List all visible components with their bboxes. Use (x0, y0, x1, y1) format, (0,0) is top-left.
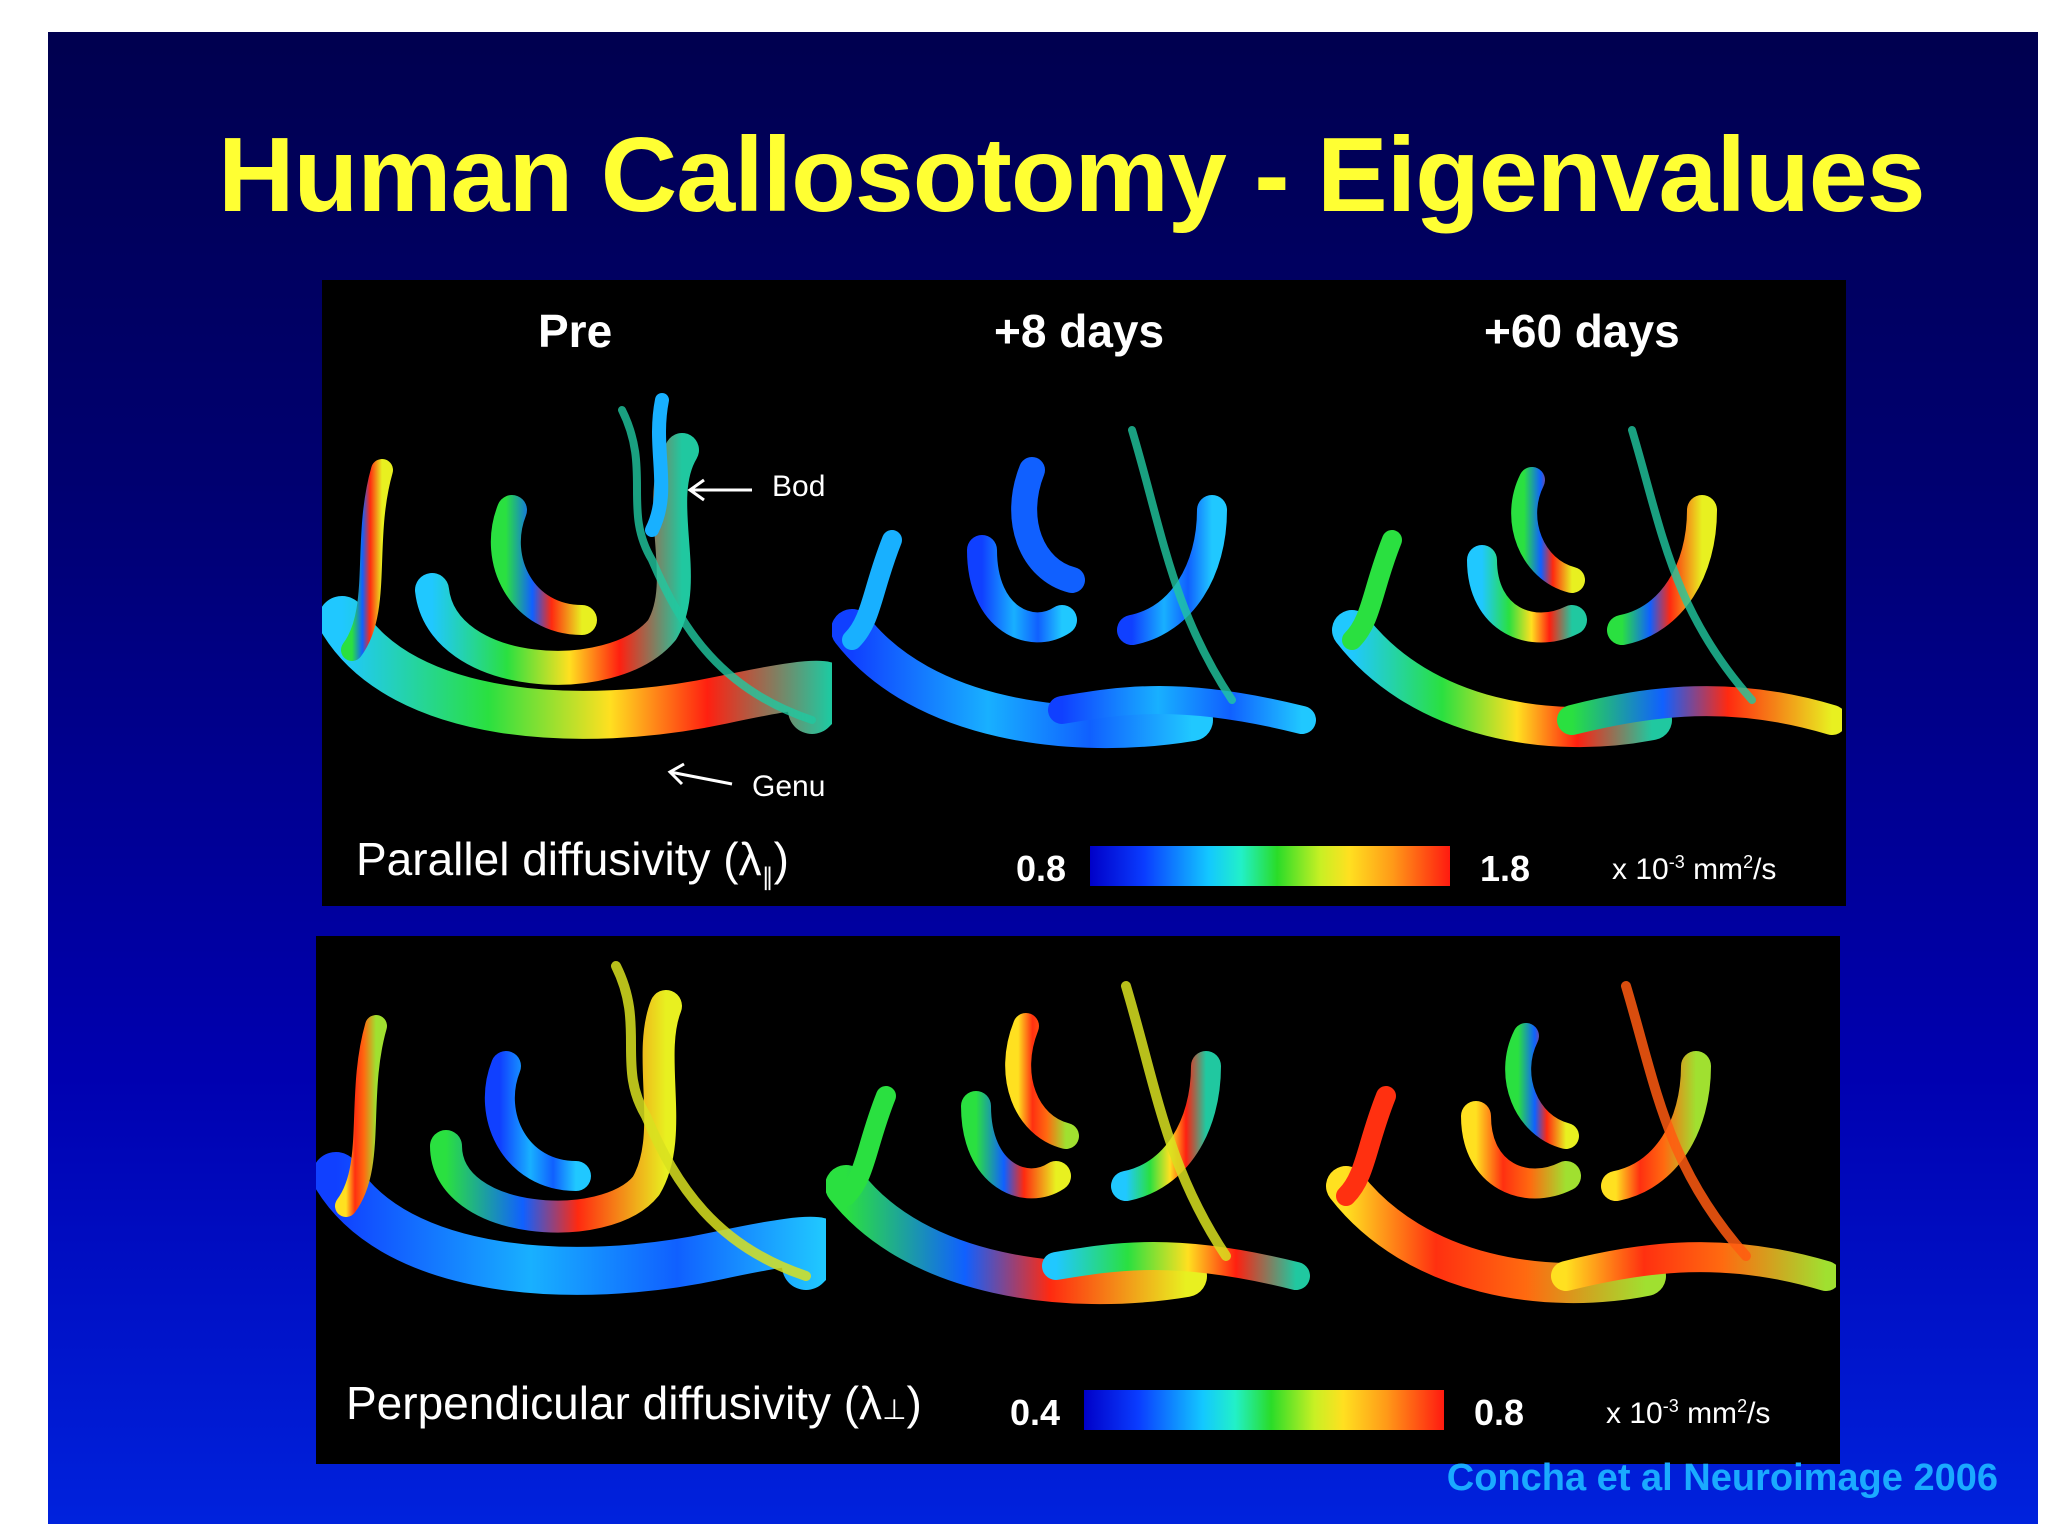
annotation-genu: Genu (752, 770, 826, 803)
scale-min-parallel: 0.8 (1016, 848, 1067, 889)
tractography-60-days-perpendicular (1326, 981, 1836, 1304)
column-title-8-days: +8 days (994, 305, 1165, 357)
arrow-icon (687, 478, 752, 502)
tractography-60-days-parallel (1332, 426, 1842, 748)
annotation-body: Bod (772, 470, 826, 503)
color-scale-parallel (1090, 846, 1450, 886)
tractography-8-days-perpendicular (826, 981, 1310, 1305)
color-scale-perpendicular (1084, 1390, 1444, 1430)
arrow-icon (667, 762, 733, 786)
units-parallel: x 10-3 mm2/s (1612, 852, 1777, 886)
perpendicular-diffusivity-panel: Perpendicular diffusivity (λ⊥) 0.4 0.8 x… (316, 936, 1840, 1464)
citation-credit: Concha et al Neuroimage 2006 (1446, 1457, 1998, 1499)
parallel-diffusivity-panel: Pre +8 days +60 days (322, 280, 1846, 906)
tractography-pre-parallel (322, 393, 832, 739)
slide: Human Callosotomy - Eigenvalues Pre +8 d… (48, 32, 2038, 1524)
scale-max-parallel: 1.8 (1480, 848, 1531, 889)
perpendicular-diffusivity-caption: Perpendicular diffusivity (λ⊥) (346, 1377, 922, 1429)
column-title-pre: Pre (538, 305, 613, 357)
scale-min-perpendicular: 0.4 (1010, 1392, 1061, 1433)
tractography-pre-perpendicular (316, 961, 826, 1295)
column-title-60-days: +60 days (1484, 305, 1680, 357)
units-perpendicular: x 10-3 mm2/s (1606, 1396, 1771, 1430)
slide-title: Human Callosotomy - Eigenvalues (218, 116, 1926, 234)
tractography-8-days-parallel (832, 426, 1316, 749)
parallel-diffusivity-caption: Parallel diffusivity (λ∥) (356, 833, 789, 892)
scale-max-perpendicular: 0.8 (1474, 1392, 1525, 1433)
